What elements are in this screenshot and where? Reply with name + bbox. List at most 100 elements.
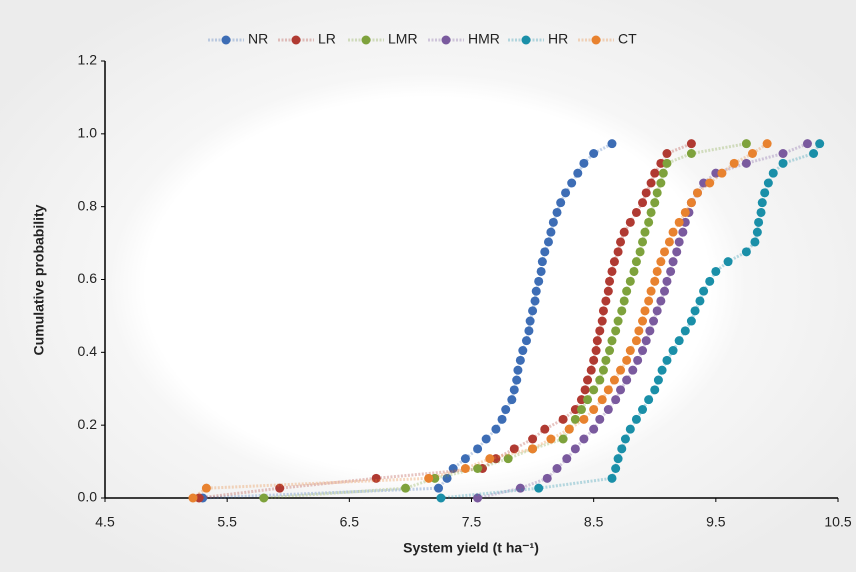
data-point bbox=[662, 148, 672, 158]
data-point bbox=[650, 168, 660, 178]
data-point bbox=[686, 198, 696, 208]
data-point bbox=[650, 276, 660, 286]
data-point bbox=[570, 414, 580, 424]
data-point bbox=[613, 247, 623, 257]
data-point bbox=[616, 365, 626, 375]
data-point bbox=[768, 168, 778, 178]
data-point bbox=[762, 139, 772, 149]
legend-label: CT bbox=[618, 31, 637, 47]
data-point bbox=[680, 207, 690, 217]
data-point bbox=[631, 336, 641, 346]
x-tick-label: 7.5 bbox=[462, 514, 482, 530]
data-point bbox=[631, 207, 641, 217]
legend-marker bbox=[221, 35, 231, 45]
data-point bbox=[605, 346, 615, 356]
data-point bbox=[741, 158, 751, 168]
data-point bbox=[717, 168, 727, 178]
data-point bbox=[815, 139, 825, 149]
data-point bbox=[650, 198, 660, 208]
data-point bbox=[640, 306, 650, 316]
data-point bbox=[589, 148, 599, 158]
data-point bbox=[638, 346, 648, 356]
data-point bbox=[586, 365, 596, 375]
data-point bbox=[434, 483, 444, 493]
data-point bbox=[638, 237, 648, 247]
data-point bbox=[589, 385, 599, 395]
data-point bbox=[622, 355, 632, 365]
data-point bbox=[617, 444, 627, 454]
data-point bbox=[481, 434, 491, 444]
data-point bbox=[638, 316, 648, 326]
data-point bbox=[509, 444, 519, 454]
x-tick-label: 8.5 bbox=[584, 514, 604, 530]
data-point bbox=[619, 296, 629, 306]
x-tick-label: 5.5 bbox=[217, 514, 237, 530]
data-point bbox=[603, 286, 613, 296]
data-point bbox=[809, 148, 819, 158]
data-point bbox=[558, 434, 568, 444]
data-point bbox=[607, 139, 617, 149]
data-point bbox=[674, 336, 684, 346]
data-point bbox=[188, 493, 198, 503]
data-point bbox=[546, 434, 556, 444]
data-point bbox=[616, 385, 626, 395]
data-point bbox=[711, 266, 721, 276]
data-point bbox=[672, 247, 682, 257]
data-point bbox=[760, 188, 770, 198]
data-point bbox=[693, 188, 703, 198]
data-point bbox=[747, 148, 757, 158]
data-point bbox=[625, 346, 635, 356]
data-point bbox=[705, 276, 715, 286]
data-point bbox=[763, 178, 773, 188]
legend-label: HMR bbox=[468, 31, 500, 47]
data-point bbox=[631, 414, 641, 424]
data-point bbox=[473, 493, 483, 503]
data-point bbox=[512, 375, 522, 385]
data-point bbox=[750, 237, 760, 247]
data-point bbox=[491, 424, 501, 434]
data-point bbox=[609, 375, 619, 385]
data-point bbox=[741, 247, 751, 257]
data-point bbox=[528, 306, 538, 316]
data-point bbox=[652, 266, 662, 276]
data-point bbox=[503, 454, 513, 464]
data-point bbox=[552, 464, 562, 474]
data-point bbox=[656, 178, 666, 188]
data-point bbox=[536, 266, 546, 276]
data-point bbox=[620, 434, 630, 444]
data-point bbox=[546, 227, 556, 237]
data-point bbox=[635, 247, 645, 257]
data-point bbox=[686, 139, 696, 149]
data-point bbox=[562, 454, 572, 464]
data-point bbox=[460, 454, 470, 464]
x-tick-label: 6.5 bbox=[340, 514, 360, 530]
legend-marker bbox=[291, 35, 301, 45]
data-point bbox=[589, 424, 599, 434]
data-point bbox=[597, 316, 607, 326]
data-point bbox=[540, 424, 550, 434]
data-point bbox=[650, 385, 660, 395]
data-point bbox=[579, 414, 589, 424]
data-point bbox=[513, 365, 523, 375]
data-point bbox=[705, 178, 715, 188]
data-point bbox=[579, 158, 589, 168]
data-point bbox=[625, 276, 635, 286]
data-point bbox=[537, 257, 547, 267]
y-tick-label: 0.2 bbox=[78, 416, 98, 432]
x-tick-label: 4.5 bbox=[95, 514, 115, 530]
data-point bbox=[652, 188, 662, 198]
data-point bbox=[645, 326, 655, 336]
data-point bbox=[699, 286, 709, 296]
legend-label: LMR bbox=[388, 31, 418, 47]
data-point bbox=[695, 296, 705, 306]
data-point bbox=[616, 237, 626, 247]
data-point bbox=[729, 158, 739, 168]
data-point bbox=[540, 247, 550, 257]
data-point bbox=[653, 375, 663, 385]
data-point bbox=[579, 434, 589, 444]
data-point bbox=[668, 346, 678, 356]
y-tick-label: 0.4 bbox=[78, 343, 98, 359]
data-point bbox=[757, 198, 767, 208]
data-point bbox=[567, 178, 577, 188]
